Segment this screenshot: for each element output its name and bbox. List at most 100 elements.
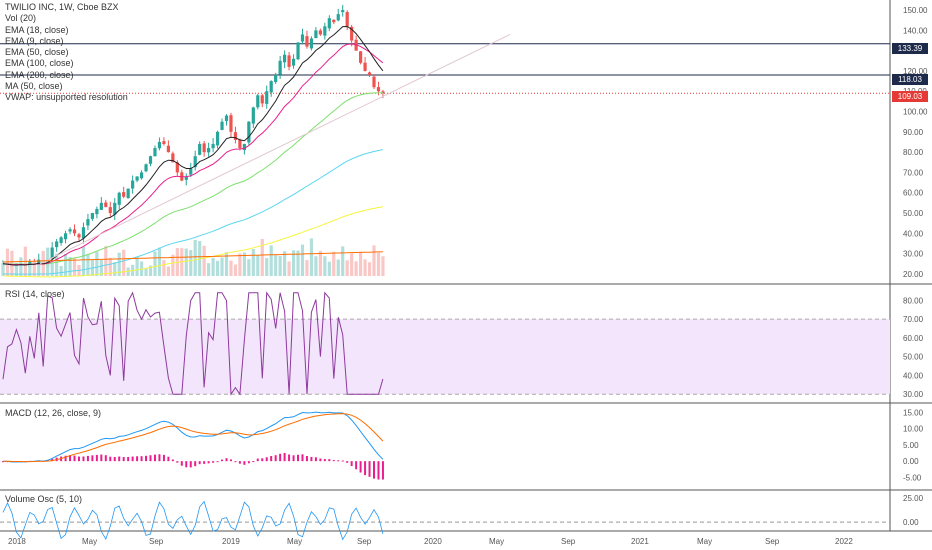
rsi-tick-label: 60.00 [903, 334, 924, 343]
volume-bar [318, 250, 322, 276]
macd-histogram-bar [203, 461, 206, 464]
volosc-tick-label: 0.00 [903, 518, 919, 527]
macd-line [2, 411, 384, 463]
macd-histogram-bar [194, 461, 197, 467]
volosc-tick-label: 25.00 [903, 494, 924, 503]
macd-histogram-bar [189, 461, 192, 468]
volume-bar [314, 256, 318, 276]
candle-body [363, 62, 367, 71]
volume-bar [55, 253, 59, 276]
candle-body [251, 107, 255, 124]
macd-histogram-bar [328, 459, 331, 462]
macd-histogram-bar [247, 461, 250, 464]
rsi-pane-label[interactable]: RSI (14, close) [5, 289, 65, 299]
volume-bar [113, 262, 117, 276]
candle-body [224, 115, 229, 122]
candle-body [63, 233, 68, 240]
macd-histogram-bar [95, 454, 98, 462]
candle-body [126, 188, 130, 199]
macd-histogram-bar [158, 454, 161, 462]
trend-line [39, 33, 511, 265]
volume-bar [63, 253, 68, 276]
candle-body [381, 91, 385, 94]
time-tick-label: 2018 [8, 537, 26, 546]
rsi-tick-label: 40.00 [903, 371, 924, 380]
candle-body [77, 234, 81, 238]
volume-bar [256, 255, 260, 276]
macd-histogram-bar [225, 458, 228, 462]
candle-body [260, 95, 264, 104]
volosc-pane-label[interactable]: Volume Osc (5, 10) [5, 494, 83, 504]
rsi-line [2, 291, 384, 396]
volume-bar [323, 256, 327, 276]
price-tag-level-2: 118.03 [892, 74, 928, 85]
volume-bar [291, 250, 296, 276]
macd-histogram-bar [122, 457, 125, 462]
candle-body [283, 54, 287, 63]
macd-histogram-bar [127, 456, 130, 462]
candle-body [332, 19, 336, 23]
volume-bar [242, 252, 246, 276]
volume-bar [247, 259, 251, 276]
volume-bar [202, 245, 206, 276]
candle-body [117, 192, 121, 205]
candle-body [99, 202, 103, 210]
macd-histogram-bar [131, 456, 134, 462]
candle-body [113, 202, 117, 215]
macd-histogram-bar [51, 458, 54, 462]
candle-body [55, 241, 59, 248]
rsi-tick-label: 70.00 [903, 315, 924, 324]
volume-bar [46, 247, 50, 276]
price-tick-label: 20.00 [903, 270, 924, 279]
price-tag-level-1: 133.39 [892, 43, 928, 54]
macd-histogram-bar [109, 456, 112, 462]
time-tick-label: Sep [357, 537, 372, 546]
macd-histogram-bar [198, 461, 201, 465]
volume-bar [229, 260, 233, 276]
macd-histogram-bar [145, 455, 148, 462]
time-tick-label: Sep [149, 537, 164, 546]
macd-histogram-bar [100, 454, 103, 462]
macd-histogram-bar [91, 455, 94, 462]
candle-body [300, 34, 305, 42]
macd-histogram-bar [337, 460, 340, 462]
candle-body [153, 148, 157, 157]
candle-body [81, 227, 86, 239]
macd-histogram-bar [212, 461, 215, 463]
macd-tick-label: 5.00 [903, 441, 919, 450]
macd-tick-label: 15.00 [903, 408, 924, 417]
macd-histogram-bar [77, 456, 80, 462]
candle-body [193, 156, 197, 168]
volume-bar [28, 263, 32, 276]
macd-histogram-bar [221, 459, 224, 462]
price-tick-label: 40.00 [903, 229, 924, 238]
volume-bar [86, 253, 90, 276]
volume-bar [296, 250, 300, 276]
volume-bar [68, 257, 72, 276]
price-tick-label: 140.00 [903, 26, 928, 35]
macd-histogram-bar [323, 459, 326, 462]
candle-body [131, 180, 135, 189]
volume-bar [14, 262, 19, 276]
volume-bar [81, 246, 86, 276]
macd-histogram-bar [185, 461, 188, 468]
volume-bar [117, 252, 121, 276]
volume-bar [345, 260, 349, 276]
volume-bar [153, 251, 157, 276]
volume-bar [135, 257, 139, 276]
candle-body [175, 162, 179, 173]
macd-signal-line [3, 413, 384, 463]
time-tick-label: 2020 [424, 537, 442, 546]
macd-pane-label[interactable]: MACD (12, 26, close, 9) [5, 408, 102, 418]
macd-histogram-bar [350, 461, 353, 467]
volume-bar [367, 262, 372, 276]
price-tick-label: 100.00 [903, 108, 928, 117]
volume-bar [59, 266, 63, 276]
macd-histogram-bar [171, 459, 174, 462]
volume-bar [104, 246, 108, 276]
time-tick-label: 2021 [631, 537, 649, 546]
candle-body [341, 10, 345, 13]
candle-body [278, 60, 282, 75]
